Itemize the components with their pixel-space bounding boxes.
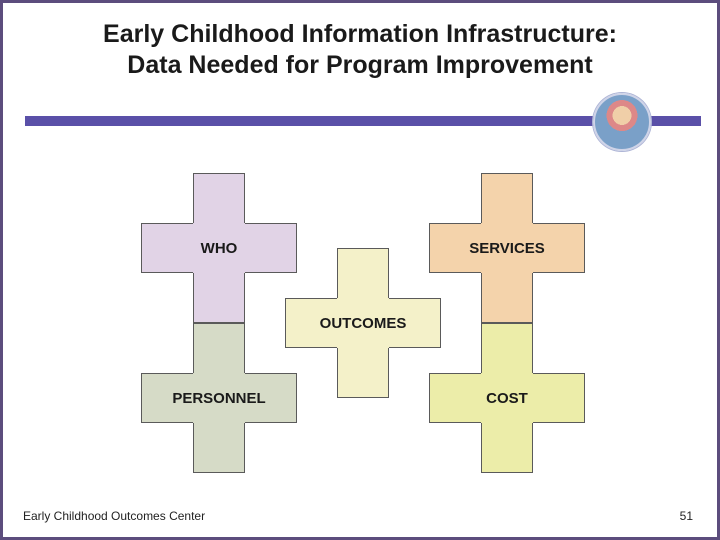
piece-services: SERVICES: [429, 173, 585, 323]
piece-who-label: WHO: [141, 173, 297, 323]
piece-services-label: SERVICES: [429, 173, 585, 323]
piece-outcomes: OUTCOMES: [285, 248, 441, 398]
title-line-1: Early Childhood Information Infrastructu…: [103, 20, 617, 48]
child-photo: [593, 93, 651, 151]
page-number: 51: [680, 509, 693, 523]
piece-cost-label: COST: [429, 323, 585, 473]
piece-personnel: PERSONNEL: [141, 323, 297, 473]
slide-title: Early Childhood Information Infrastructu…: [3, 19, 717, 82]
piece-outcomes-label: OUTCOMES: [285, 248, 441, 398]
puzzle-diagram: WHO SERVICES OUTCOMES PERSONNEL COST: [121, 173, 605, 473]
piece-personnel-label: PERSONNEL: [141, 323, 297, 473]
footer-org: Early Childhood Outcomes Center: [23, 509, 205, 523]
piece-cost: COST: [429, 323, 585, 473]
piece-who: WHO: [141, 173, 297, 323]
title-line-2: Data Needed for Program Improvement: [127, 51, 592, 79]
